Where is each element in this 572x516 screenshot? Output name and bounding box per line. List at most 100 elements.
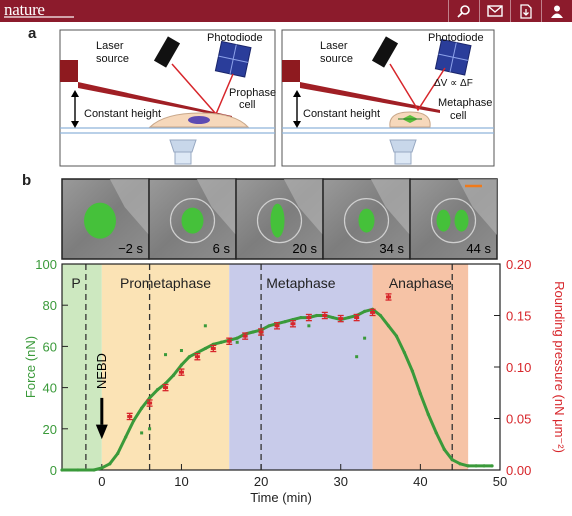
microscopy-frame: 34 s — [322, 178, 411, 260]
y2-tick-label: 0.10 — [506, 360, 531, 375]
left-laser-label-1: Laser — [96, 40, 124, 52]
left-laser-label-2: source — [96, 53, 129, 65]
force-point — [490, 464, 494, 468]
force-point — [76, 468, 80, 472]
microscopy-frame: 6 s — [148, 178, 237, 260]
formula-label: ΔV ∝ ΔF — [434, 78, 473, 89]
force-point — [434, 431, 438, 435]
force-outlier — [235, 340, 239, 344]
x-tick-label: 20 — [254, 474, 268, 489]
force-point — [116, 451, 120, 456]
phase-band — [62, 264, 102, 470]
microscopy-frames: −2 s 6 s 20 s 34 s 44 s — [61, 178, 498, 260]
chromatin-blob — [358, 208, 375, 233]
nebd-arrow-head — [95, 424, 108, 440]
user-icon[interactable] — [541, 0, 572, 22]
left-height-label: Constant height — [84, 108, 161, 120]
right-height-label: Constant height — [303, 108, 380, 120]
pressure-point — [162, 383, 169, 392]
x-tick-label: 40 — [413, 474, 427, 489]
force-point — [450, 458, 454, 462]
pressure-point — [369, 308, 376, 317]
pressure-marker — [354, 316, 360, 320]
frame-time-label: −2 s — [118, 241, 143, 256]
plot-area: P Prometaphase Metaphase Anaphase 0 10 20 30 40 5… — [23, 257, 567, 505]
force-point — [251, 330, 255, 334]
pressure-marker — [258, 330, 264, 334]
email-icon[interactable] — [479, 0, 510, 22]
cantilever-shadow — [457, 179, 497, 235]
microscopy-frame: 44 s — [409, 178, 498, 260]
force-point — [394, 334, 399, 338]
pressure-point — [194, 352, 201, 361]
force-point — [100, 466, 104, 470]
pressure-point — [146, 399, 153, 407]
frame-time-label: 20 s — [292, 241, 317, 256]
force-point — [418, 392, 422, 396]
chromatin-blob — [84, 202, 116, 239]
y2-tick-label: 0.15 — [506, 309, 531, 324]
left-cell-label-2: cell — [239, 99, 256, 111]
force-point — [331, 315, 335, 320]
pressure-marker — [370, 310, 376, 314]
force-point — [60, 468, 64, 472]
force-point — [203, 346, 207, 351]
force-outlier — [140, 431, 144, 435]
pressure-marker — [226, 339, 232, 343]
pressure-point — [305, 313, 312, 322]
y-tick-label: 60 — [43, 339, 57, 354]
chromatin-blob — [454, 209, 469, 232]
schematic-prophase — [59, 29, 276, 167]
cantilever-shadow — [109, 179, 149, 235]
nature-logo[interactable]: nature — [4, 0, 45, 19]
microscopy-frame: −2 s — [61, 178, 150, 260]
right-photodiode-label: Photodiode — [428, 32, 484, 44]
phase-label: P — [71, 275, 80, 291]
y-tick-label: 0 — [50, 463, 57, 478]
pressure-point — [242, 332, 249, 340]
force-point — [426, 412, 430, 416]
y-tick-label: 80 — [43, 298, 57, 313]
chromatin-blob — [436, 209, 451, 232]
download-icon[interactable] — [510, 0, 541, 22]
pressure-marker — [386, 295, 392, 299]
right-laser-label-2: source — [320, 53, 353, 65]
right-cell-label-2: cell — [450, 110, 467, 122]
force-chart: −2 s 6 s 20 s 34 s 44 s P Prometaphase Metapha… — [23, 178, 567, 505]
y-tick-label: 20 — [43, 422, 57, 437]
force-point — [235, 336, 239, 340]
phase-label: Prometaphase — [120, 275, 211, 291]
search-icon[interactable] — [448, 0, 479, 22]
force-point — [402, 350, 407, 355]
phase-band — [229, 264, 373, 470]
force-point — [92, 468, 96, 472]
force-point — [148, 396, 152, 400]
pressure-point — [353, 313, 360, 322]
y-tick-label: 100 — [35, 257, 57, 272]
force-point — [347, 315, 351, 320]
force-point — [171, 373, 176, 377]
pressure-marker — [127, 414, 133, 418]
force-point — [466, 464, 470, 468]
pressure-marker — [242, 334, 248, 338]
force-point — [474, 464, 478, 468]
cell-outline — [430, 197, 477, 244]
frame-time-label: 44 s — [466, 241, 491, 256]
force-outlier — [203, 324, 207, 328]
header-icons — [448, 0, 572, 22]
nebd-label: NEBD — [94, 353, 109, 389]
force-point — [410, 369, 414, 373]
y2-tick-label: 0.20 — [506, 257, 531, 272]
cell-outline — [256, 197, 303, 244]
force-point — [140, 406, 144, 410]
y-axis-label: Force (nN) — [23, 336, 38, 398]
y2-tick-label: 0.00 — [506, 463, 531, 478]
force-point — [283, 320, 287, 324]
force-point — [219, 340, 223, 344]
x-tick-label: 0 — [98, 474, 105, 489]
force-point — [442, 447, 446, 451]
force-point — [363, 309, 367, 313]
force-outlier — [148, 427, 152, 431]
y2-axis-label: Rounding pressure (nN μm⁻²) — [552, 281, 567, 453]
force-point — [386, 324, 391, 328]
